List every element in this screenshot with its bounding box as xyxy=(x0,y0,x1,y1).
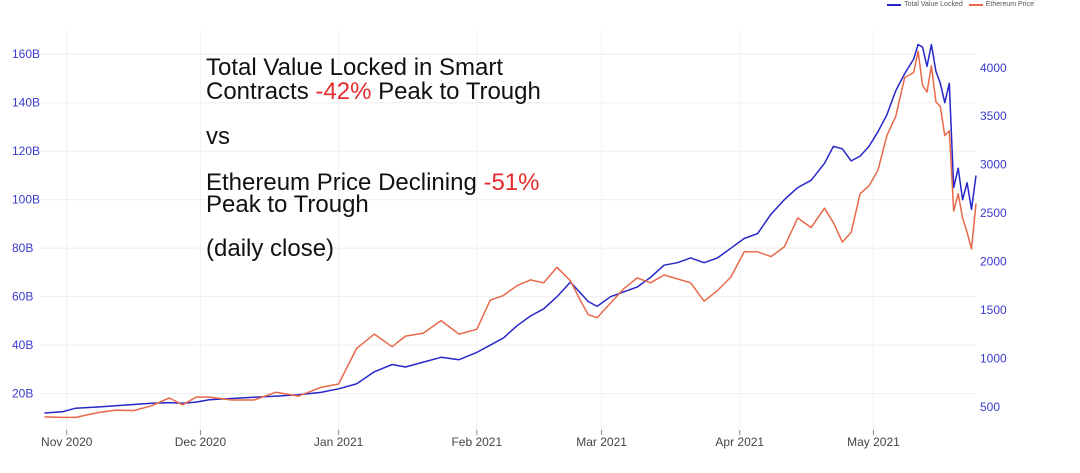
y-right-tick-label: 4000 xyxy=(980,61,1007,75)
axes: 20B 40B 60B 80B 100B 120B 140B 160B 500 1000 1500 2… xyxy=(12,47,1007,449)
y-left-tick-label: 20B xyxy=(12,387,33,401)
series-lines xyxy=(44,43,977,419)
y-right-tick-label: 3000 xyxy=(980,158,1007,172)
eth-line xyxy=(44,50,977,419)
legend[interactable]: Total Value Locked Ethereum Price xyxy=(887,1,1034,8)
annotation-vs: vs xyxy=(206,123,230,150)
annotation-line-1: Total Value Locked in Smart xyxy=(206,54,504,81)
x-tick-label: Nov 2020 xyxy=(41,435,93,449)
y-right-tick-label: 2000 xyxy=(980,254,1007,268)
x-tick-label: Apr 2021 xyxy=(715,435,764,449)
annotation-line-2-suffix: Peak to Trough xyxy=(371,78,541,105)
annotation-line-3-prefix: Ethereum Price Declining xyxy=(206,169,484,196)
y-right-tick-label: 2500 xyxy=(980,206,1007,220)
y-right-tick-label: 3500 xyxy=(980,109,1007,123)
annotation-line-2: Contracts -42% Peak to Trough xyxy=(206,80,541,104)
annotation-line-3: Ethereum Price Declining -51% xyxy=(206,171,539,195)
legend-swatch-tvl xyxy=(887,3,902,6)
legend-label-tvl: Total Value Locked xyxy=(904,1,963,8)
legend-swatch-eth xyxy=(968,3,983,6)
grid xyxy=(40,30,976,430)
annotation-line-2-prefix: Contracts xyxy=(206,78,316,105)
eth-decline-percent: -51% xyxy=(483,169,540,196)
y-right-tick-label: 1000 xyxy=(980,351,1007,365)
y-left-tick-label: 40B xyxy=(12,338,33,352)
y-left-tick-label: 140B xyxy=(12,96,40,110)
y-left-tick-label: 60B xyxy=(12,290,33,304)
y-left-tick-label: 120B xyxy=(12,144,40,158)
legend-label-eth: Ethereum Price xyxy=(985,1,1034,8)
y-right-tick-label: 500 xyxy=(980,400,1000,414)
y-right-tick-label: 1500 xyxy=(980,303,1007,317)
x-tick-label: Feb 2021 xyxy=(451,435,502,449)
y-left-tick-label: 160B xyxy=(12,47,40,61)
x-tick-label: Mar 2021 xyxy=(576,435,627,449)
x-tick-label: Dec 2020 xyxy=(175,435,227,449)
annotation-daily-close: (daily close) xyxy=(206,235,335,262)
annotation-line-4: Peak to Trough xyxy=(206,191,369,218)
x-tick-label: Jan 2021 xyxy=(314,435,364,449)
tvl-decline-percent: -42% xyxy=(315,78,372,105)
legend-item-tvl[interactable]: Total Value Locked xyxy=(887,1,963,8)
x-tick-label: May 2021 xyxy=(847,435,900,449)
legend-item-eth[interactable]: Ethereum Price xyxy=(968,1,1034,8)
y-left-tick-label: 80B xyxy=(12,241,33,255)
y-left-tick-label: 100B xyxy=(12,193,40,207)
